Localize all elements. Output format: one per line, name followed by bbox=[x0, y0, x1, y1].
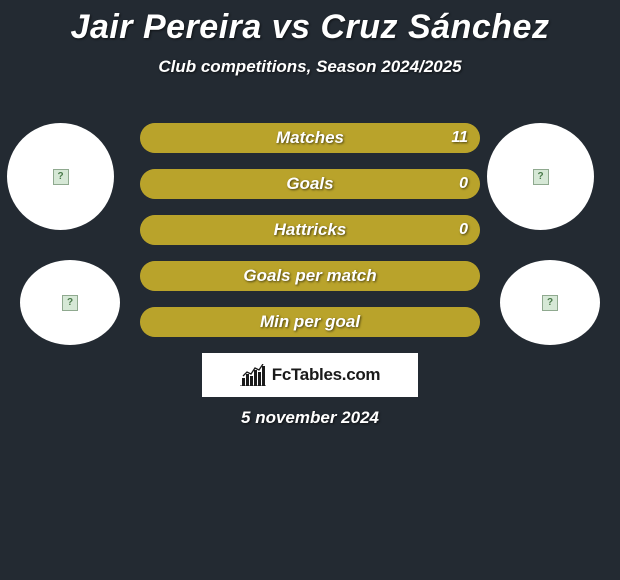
bar-label: Matches bbox=[276, 128, 344, 148]
date-text: 5 november 2024 bbox=[0, 408, 620, 428]
player2-club-avatar: ? bbox=[500, 260, 600, 345]
bar-value-right: 0 bbox=[459, 175, 468, 193]
bar-label: Goals per match bbox=[243, 266, 376, 286]
bar-hattricks: Hattricks 0 bbox=[140, 215, 480, 245]
player1-avatar: ? bbox=[7, 123, 114, 230]
stats-bars: Matches 11 Goals 0 Hattricks 0 Goals per… bbox=[140, 123, 480, 353]
placeholder-image-icon: ? bbox=[533, 169, 549, 185]
bar-label: Hattricks bbox=[274, 220, 347, 240]
bar-min-per-goal: Min per goal bbox=[140, 307, 480, 337]
placeholder-image-icon: ? bbox=[542, 295, 558, 311]
player1-club-avatar: ? bbox=[20, 260, 120, 345]
page-title: Jair Pereira vs Cruz Sánchez bbox=[0, 0, 620, 47]
player2-avatar: ? bbox=[487, 123, 594, 230]
bar-goals-per-match: Goals per match bbox=[140, 261, 480, 291]
placeholder-image-icon: ? bbox=[62, 295, 78, 311]
bar-value-right: 0 bbox=[459, 221, 468, 239]
bar-label: Min per goal bbox=[260, 312, 360, 332]
logo-text: FcTables.com bbox=[272, 365, 381, 385]
placeholder-image-icon: ? bbox=[53, 169, 69, 185]
fctables-logo[interactable]: FcTables.com bbox=[202, 353, 418, 397]
bar-label: Goals bbox=[286, 174, 333, 194]
bar-chart-icon bbox=[240, 364, 266, 386]
bar-matches: Matches 11 bbox=[140, 123, 480, 153]
bar-goals: Goals 0 bbox=[140, 169, 480, 199]
subtitle: Club competitions, Season 2024/2025 bbox=[0, 57, 620, 77]
bar-value-right: 11 bbox=[451, 129, 468, 147]
